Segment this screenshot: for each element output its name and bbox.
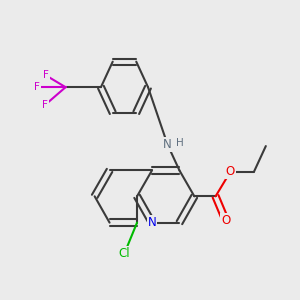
Text: O: O	[221, 214, 230, 227]
Text: F: F	[34, 82, 40, 92]
Text: N: N	[148, 216, 156, 229]
Text: F: F	[42, 100, 48, 110]
Text: O: O	[226, 165, 235, 178]
Text: H: H	[176, 138, 184, 148]
Text: N: N	[163, 138, 172, 152]
Text: F: F	[43, 70, 49, 80]
Text: Cl: Cl	[119, 247, 130, 260]
